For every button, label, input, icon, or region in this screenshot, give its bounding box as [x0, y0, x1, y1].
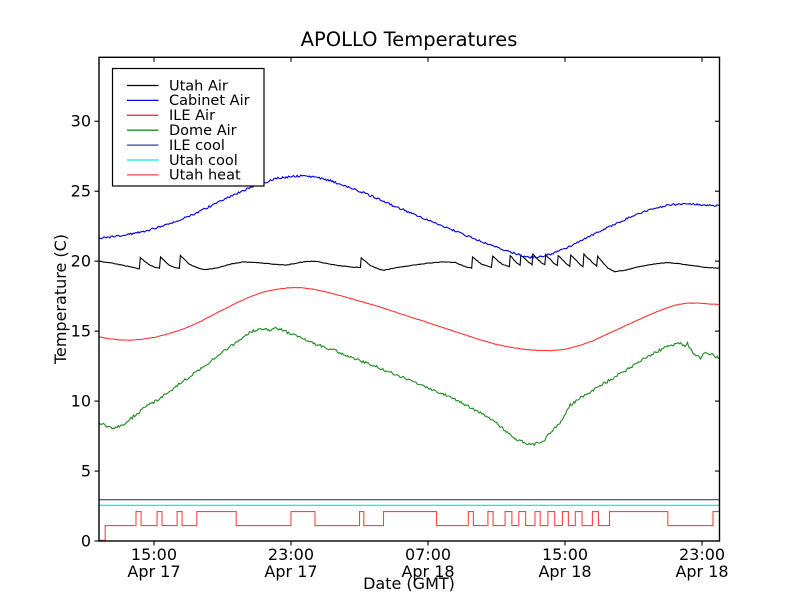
plot-layer	[98, 174, 720, 541]
x-tick-time-label: 15:00	[542, 545, 588, 564]
y-tick-label: 25	[71, 182, 91, 201]
x-tick-date-label: Apr 17	[127, 562, 180, 581]
x-tick-date-label: Apr 18	[675, 562, 728, 581]
series-line-utah-air	[98, 252, 720, 273]
x-axis-label: Date (GMT)	[363, 574, 455, 593]
legend-label-cabinet-air: Cabinet Air	[169, 93, 250, 109]
legend-label-dome-air: Dome Air	[169, 123, 237, 139]
legend-label-utah-air: Utah Air	[169, 78, 228, 94]
x-tick-date-label: Apr 18	[401, 562, 454, 581]
series-line-dome-air	[98, 326, 720, 447]
y-tick-label: 10	[71, 392, 91, 411]
y-tick-label: 20	[71, 252, 91, 271]
chart-title: APOLLO Temperatures	[301, 28, 518, 51]
series-line-ile-air	[98, 286, 720, 352]
legend-label-utah-heat: Utah heat	[169, 168, 241, 184]
legend-label-utah-cool: Utah cool	[169, 153, 238, 169]
legend-frame	[111, 67, 265, 187]
x-tick-time-label: 15:00	[131, 545, 177, 564]
y-tick-label: 30	[71, 112, 91, 131]
y-tick-label: 5	[81, 462, 91, 481]
series-line-utah-heat	[99, 511, 720, 541]
legend-label-ile-air: ILE Air	[169, 108, 215, 124]
y-tick-label: 15	[71, 322, 91, 341]
legend-label-ile-cool: ILE cool	[169, 138, 225, 154]
plot-frame	[98, 56, 721, 542]
x-tick-time-label: 07:00	[405, 545, 451, 564]
x-tick-date-label: Apr 17	[264, 562, 317, 581]
x-tick-date-label: Apr 18	[538, 562, 591, 581]
y-tick-label: 0	[81, 532, 91, 551]
x-tick-time-label: 23:00	[268, 545, 314, 564]
x-tick-time-label: 23:00	[679, 545, 725, 564]
series-line-cabinet-air	[98, 174, 720, 260]
y-axis-label: Temperature (C)	[51, 234, 70, 365]
